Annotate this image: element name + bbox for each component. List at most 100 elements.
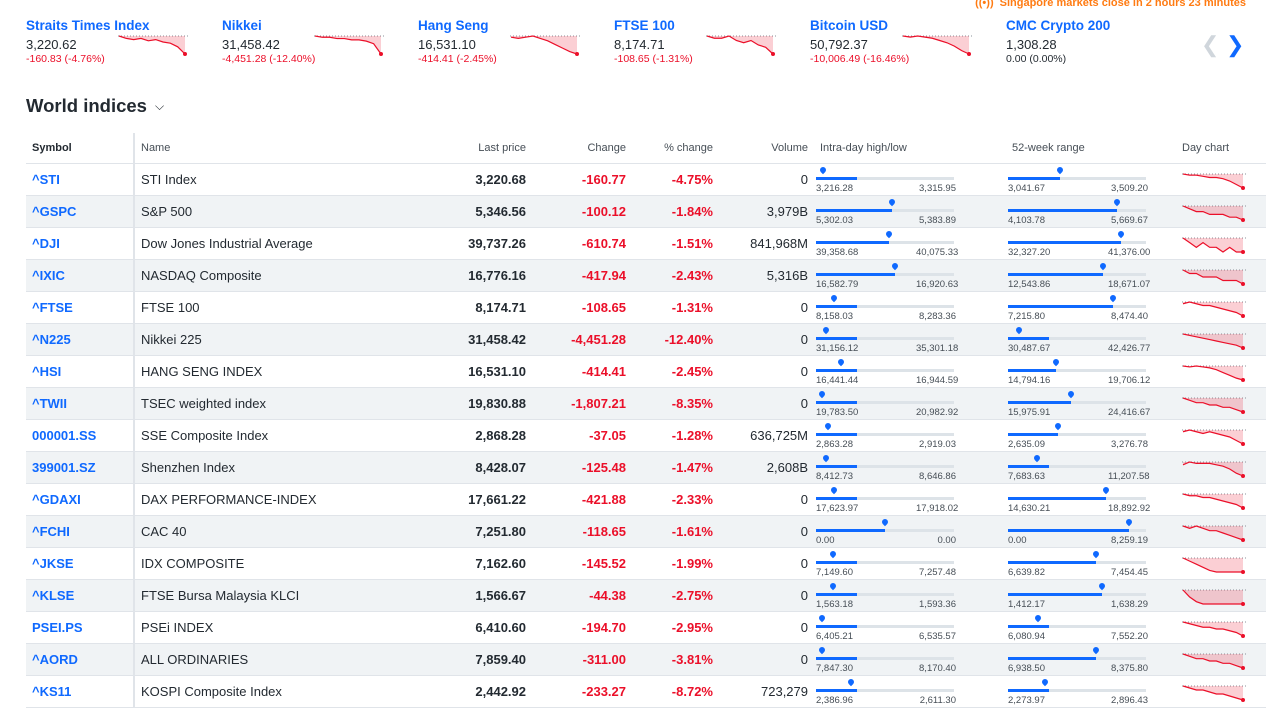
table-row[interactable]: ^JKSE IDX COMPOSITE 7,162.60 -145.52 -1.99% 0…: [26, 547, 1266, 580]
week52-range-bar: 12,543.86 18,671.07: [1008, 260, 1158, 291]
table-row[interactable]: ^FTSE FTSE 100 8,174.71 -108.65 -1.31% 0 8,158…: [26, 291, 1266, 324]
range-track: [1008, 369, 1146, 372]
table-row[interactable]: ^GSPC S&P 500 5,346.56 -100.12 -1.84% 3,979B 5…: [26, 195, 1266, 228]
range-fill: [816, 369, 858, 372]
range-low: 6,405.21: [816, 631, 853, 642]
ticker-name[interactable]: FTSE 100: [614, 18, 675, 33]
range-low: 7,683.63: [1008, 471, 1045, 482]
symbol-link[interactable]: ^JKSE: [26, 547, 134, 580]
ticker-sparkline: [314, 35, 384, 56]
range-low: 2,635.09: [1008, 439, 1045, 450]
ticker-name[interactable]: Bitcoin USD: [810, 18, 889, 33]
table-row[interactable]: ^GDAXI DAX PERFORMANCE-INDEX 17,661.22 -421…: [26, 483, 1266, 516]
table-row[interactable]: ^KLSE FTSE Bursa Malaysia KLCI 1,566.67 -44…: [26, 579, 1266, 612]
symbol-link[interactable]: 399001.SZ: [26, 451, 134, 484]
change-value: -4,451.28: [532, 323, 632, 356]
symbol-link[interactable]: ^DJI: [26, 227, 134, 260]
intraday-range-bar: 8,158.03 8,283.36: [816, 292, 966, 323]
symbol-link[interactable]: PSEI.PS: [26, 611, 134, 644]
week52-range-bar: 6,080.94 7,552.20: [1008, 612, 1158, 643]
symbol-link[interactable]: ^N225: [26, 323, 134, 356]
col-volume[interactable]: Volume: [719, 133, 814, 164]
table-row[interactable]: ^N225 Nikkei 225 31,458.42 -4,451.28 -12.40%…: [26, 323, 1266, 356]
table-row[interactable]: ^HSI HANG SENG INDEX 16,531.10 -414.41 -2.45…: [26, 355, 1266, 388]
section-title-dropdown[interactable]: World indices ⌵: [26, 95, 164, 117]
ticker-name[interactable]: Nikkei: [222, 18, 262, 33]
last-price: 2,868.28: [324, 419, 532, 452]
range-track: [1008, 465, 1146, 468]
ticker-card[interactable]: FTSE 100 8,174.71 -108.65 (-1.31%): [614, 18, 810, 68]
last-price: 19,830.88: [324, 387, 532, 420]
range-high: 16,920.63: [916, 279, 959, 290]
range-fill: [816, 241, 890, 244]
range-track: [816, 177, 954, 180]
range-track: [1008, 433, 1146, 436]
intraday-range-bar: 3,216.28 3,315.95: [816, 164, 966, 195]
symbol-link[interactable]: ^GSPC: [26, 195, 134, 228]
symbol-link[interactable]: ^STI: [26, 163, 134, 196]
range-fill: [1008, 337, 1050, 340]
table-row[interactable]: ^TWII TSEC weighted index 19,830.88 -1,807.…: [26, 387, 1266, 420]
table-row[interactable]: ^DJI Dow Jones Industrial Average 39,737.2…: [26, 227, 1266, 260]
ticker-name[interactable]: CMC Crypto 200: [1006, 18, 1111, 33]
table-row[interactable]: ^KS11 KOSPI Composite Index 2,442.92 -233.2…: [26, 675, 1266, 708]
world-indices-table: Symbol Name Last price Change % change V…: [26, 133, 1266, 708]
range-high: 17,918.02: [916, 503, 959, 514]
symbol-link[interactable]: ^IXIC: [26, 259, 134, 292]
range-fill: [816, 689, 858, 692]
symbol-link[interactable]: ^GDAXI: [26, 483, 134, 516]
symbol-link[interactable]: ^HSI: [26, 355, 134, 388]
table-row[interactable]: ^IXIC NASDAQ Composite 16,776.16 -417.94 -2.…: [26, 259, 1266, 292]
volume-value: 3,979B: [719, 195, 814, 228]
range-low: 8,412.73: [816, 471, 853, 482]
ticker-name[interactable]: Straits Times Index: [26, 18, 150, 33]
symbol-link[interactable]: ^FTSE: [26, 291, 134, 324]
table-row[interactable]: ^AORD ALL ORDINARIES 7,859.40 -311.00 -3.81%…: [26, 643, 1266, 676]
ticker-card[interactable]: Nikkei 31,458.42 -4,451.28 (-12.40%): [222, 18, 418, 68]
index-name: KOSPI Composite Index: [133, 675, 324, 708]
ticker-card[interactable]: CMC Crypto 200 1,308.28 0.00 (0.00%): [1006, 18, 1202, 68]
week52-range-bar: 7,683.63 11,207.58: [1008, 452, 1158, 483]
ticker-card[interactable]: Straits Times Index 3,220.62 -160.83 (-4.7…: [26, 18, 222, 68]
symbol-link[interactable]: ^FCHI: [26, 515, 134, 548]
ticker-sparkline: [706, 35, 776, 56]
table-header-row: Symbol Name Last price Change % change V…: [26, 133, 1266, 164]
table-row[interactable]: 000001.SS SSE Composite Index 2,868.28 -37.…: [26, 419, 1266, 452]
week52-range: 2,273.97 2,896.43: [1006, 675, 1176, 708]
range-high: 18,671.07: [1108, 279, 1151, 290]
col-change[interactable]: Change: [532, 133, 632, 164]
week52-range-bar: 2,635.09 3,276.78: [1008, 420, 1158, 451]
range-low: 19,783.50: [816, 407, 859, 418]
week52-range: 0.00 8,259.19: [1006, 515, 1176, 548]
col-last-price[interactable]: Last price: [324, 133, 532, 164]
table-row[interactable]: PSEI.PS PSEi INDEX 6,410.60 -194.70 -2.95% 0 6…: [26, 611, 1266, 644]
table-row[interactable]: ^FCHI CAC 40 7,251.80 -118.65 -1.61% 0 0.00 0.0…: [26, 515, 1266, 548]
ticker-card[interactable]: Hang Seng 16,531.10 -414.41 (-2.45%): [418, 18, 614, 68]
symbol-link[interactable]: ^KS11: [26, 675, 134, 708]
ticker-prev-icon[interactable]: ❮: [1201, 32, 1220, 57]
table-row[interactable]: 399001.SZ Shenzhen Index 8,428.07 -125.48 -1…: [26, 451, 1266, 484]
symbol-link[interactable]: ^KLSE: [26, 579, 134, 612]
col-name[interactable]: Name: [133, 133, 324, 164]
col-symbol[interactable]: Symbol: [26, 133, 134, 164]
ticker-next-icon[interactable]: ❯: [1226, 32, 1245, 57]
pct-change-value: -3.81%: [632, 643, 719, 676]
day-chart: [1176, 323, 1266, 356]
pct-change-value: -2.43%: [632, 259, 719, 292]
index-name: Dow Jones Industrial Average: [133, 227, 324, 260]
pct-change-value: -1.28%: [632, 419, 719, 452]
col-pct-change[interactable]: % change: [632, 133, 719, 164]
chevron-down-icon: ⌵: [154, 99, 165, 113]
pct-change-value: -1.61%: [632, 515, 719, 548]
symbol-link[interactable]: ^AORD: [26, 643, 134, 676]
intraday-range-bar: 7,149.60 7,257.48: [816, 548, 966, 579]
table-row[interactable]: ^STI STI Index 3,220.68 -160.77 -4.75% 0 3,216…: [26, 163, 1266, 196]
symbol-link[interactable]: ^TWII: [26, 387, 134, 420]
range-track: [816, 561, 954, 564]
symbol-link[interactable]: 000001.SS: [26, 419, 134, 452]
ticker-card[interactable]: Bitcoin USD 50,792.37 -10,006.49 (-16.46%): [810, 18, 1006, 68]
intraday-range: 8,412.73 8,646.86: [814, 451, 1006, 484]
last-price: 16,531.10: [324, 355, 532, 388]
week52-range: 32,327.20 41,376.00: [1006, 227, 1176, 260]
ticker-name[interactable]: Hang Seng: [418, 18, 489, 33]
